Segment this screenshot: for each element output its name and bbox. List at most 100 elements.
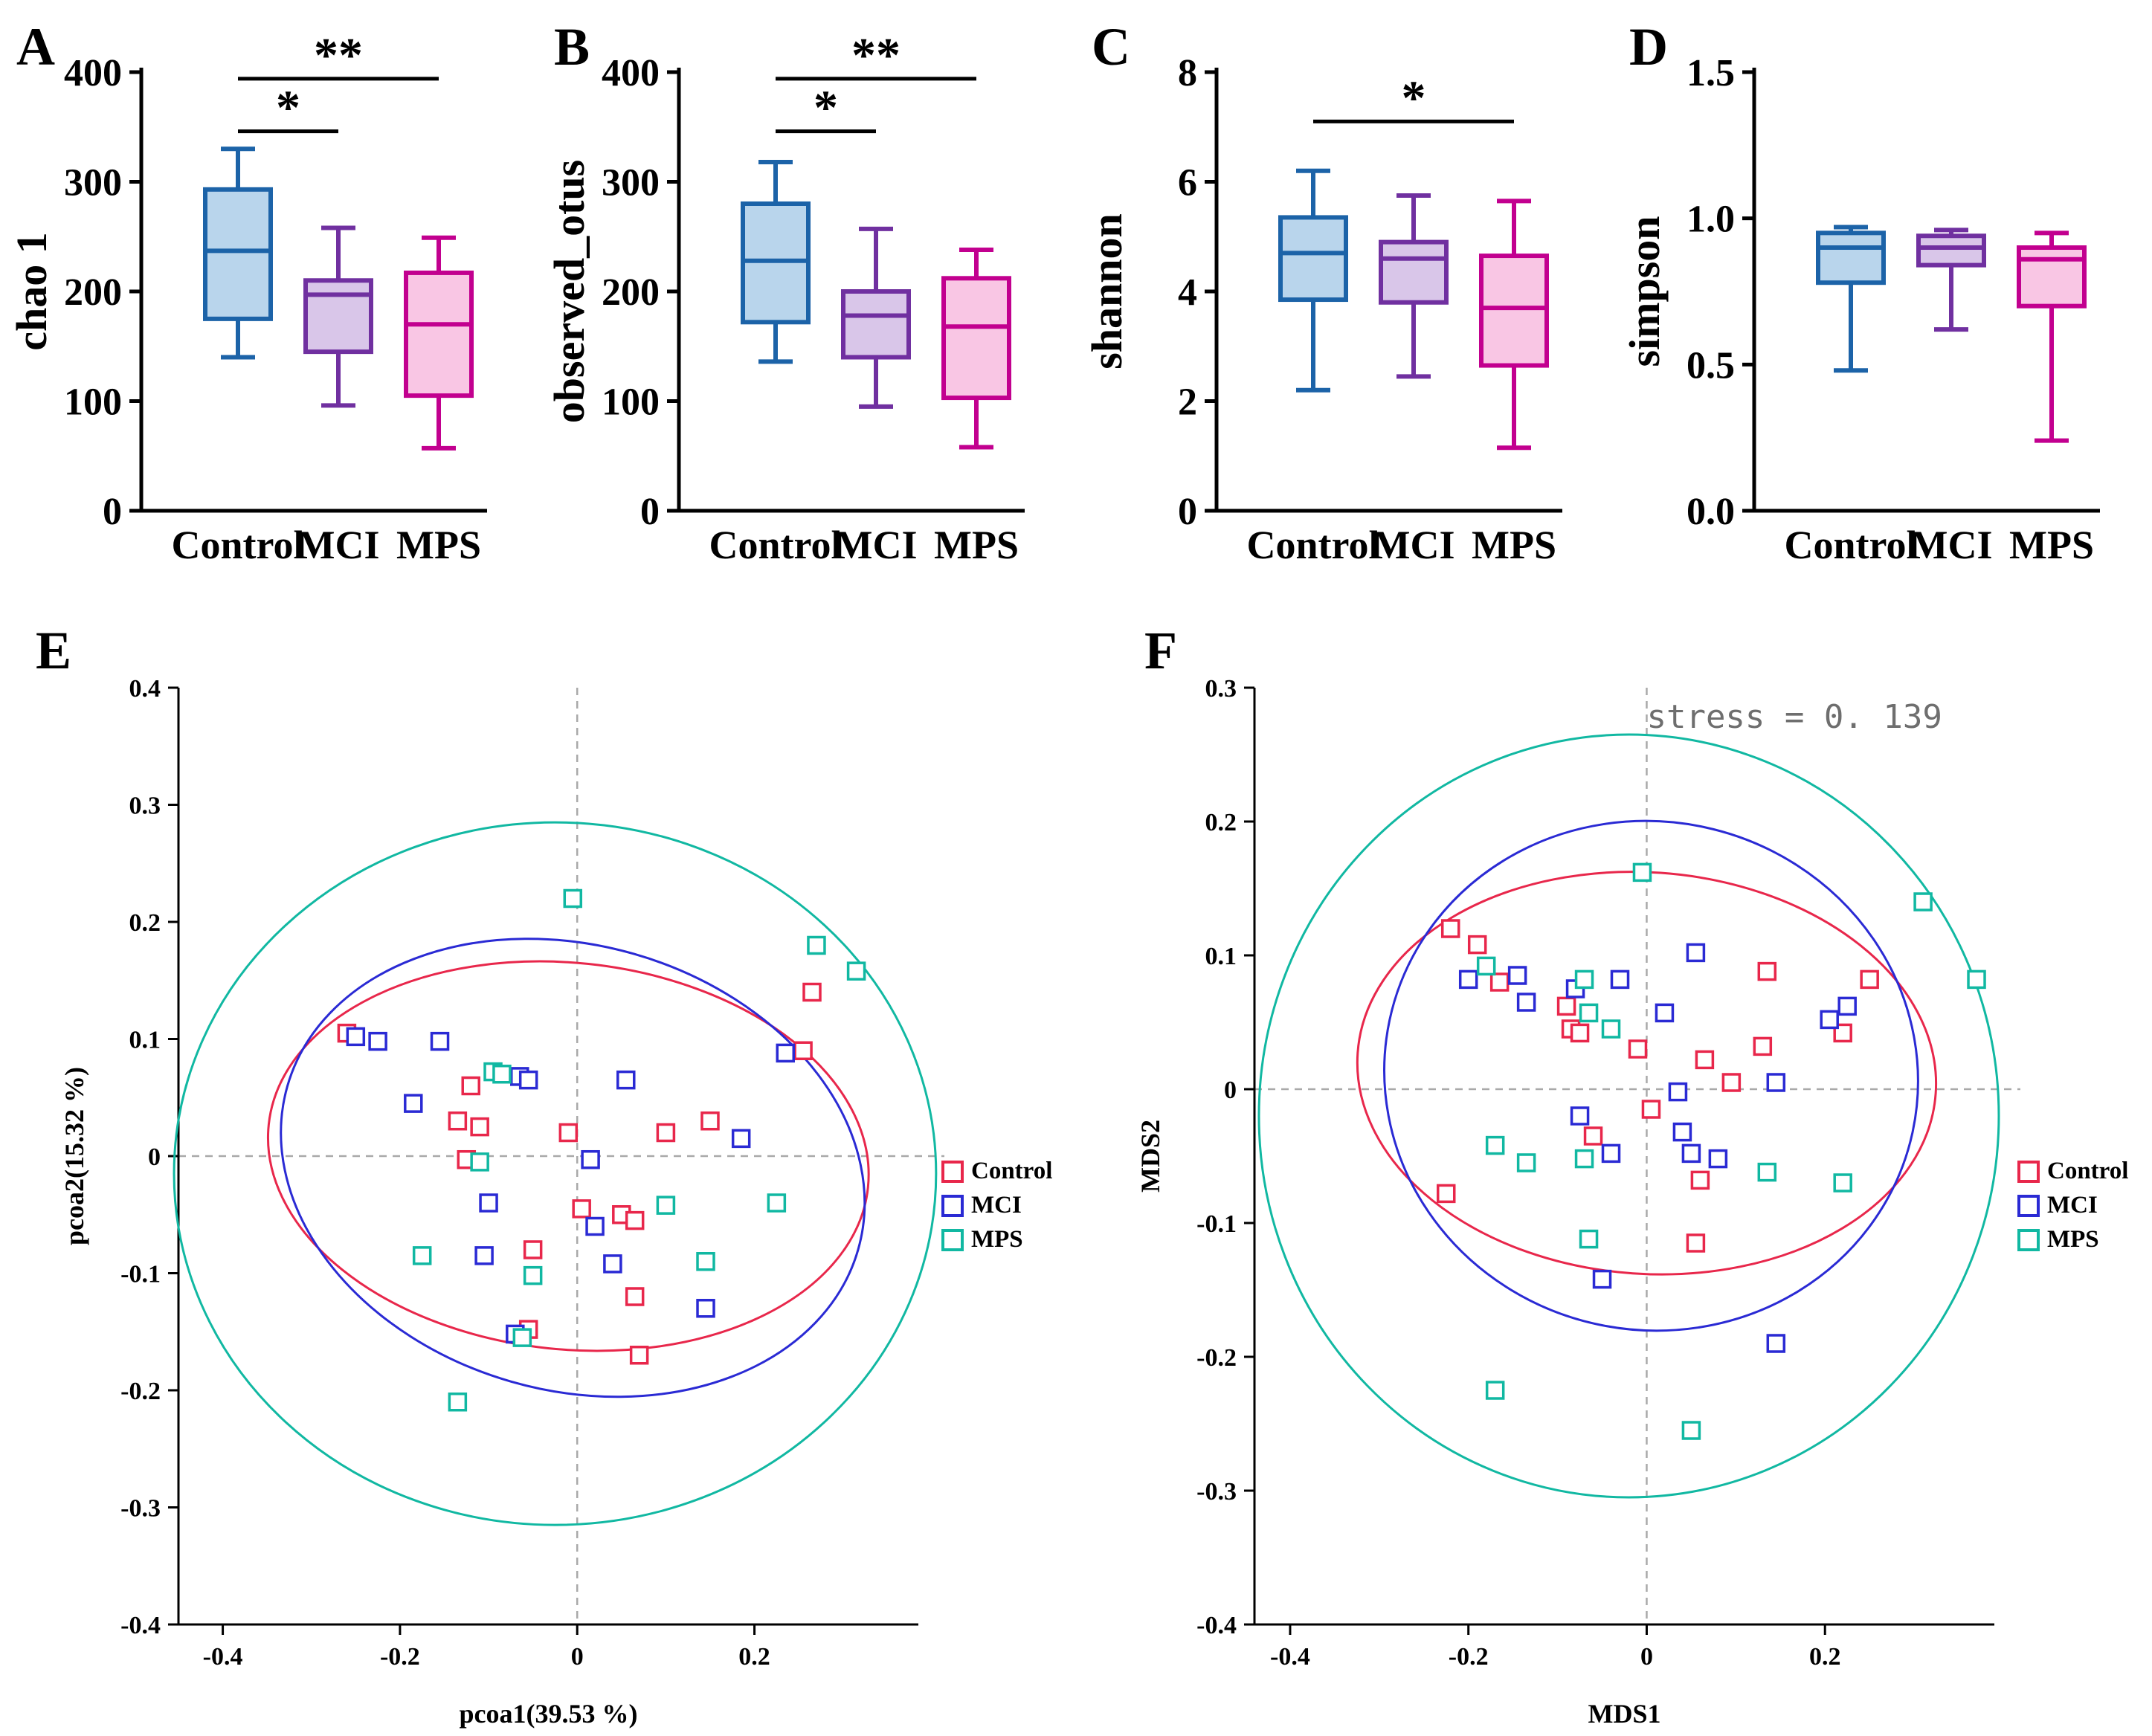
ellipse-MPS: [173, 821, 938, 1526]
category-label: MCI: [297, 523, 380, 567]
scatter-point: [846, 961, 866, 981]
x-tick-label: -0.4: [1270, 1643, 1310, 1671]
y-tick-label: 0: [148, 1143, 161, 1171]
y-tick-label: 0.0: [1687, 491, 1735, 533]
scatter-point: [479, 1193, 498, 1213]
scatter-point: [412, 1246, 432, 1265]
y-tick-label: 0.1: [1205, 943, 1237, 970]
y-tick-label: 0.4: [129, 675, 161, 703]
y-axis-title: pcoa2(15.32 %): [59, 1067, 89, 1245]
y-tick-label: 1.5: [1687, 52, 1735, 94]
scatter-point: [368, 1031, 387, 1051]
y-axis-title: simpson: [1620, 216, 1669, 367]
y-tick-label: 0: [1178, 491, 1197, 533]
scatter-point: [1485, 1135, 1505, 1155]
scatter-point: [700, 1111, 720, 1131]
scatter-point: [1601, 1019, 1621, 1039]
scatter-point: [470, 1117, 489, 1137]
series-Control: [1436, 919, 1879, 1253]
scatter-point: [1583, 1126, 1603, 1146]
scatter-point: [563, 888, 583, 909]
scatter-point: [1440, 919, 1460, 938]
ordination-row: E -0.4 -0.2 0 0.2 0.4 0.3 0.2 0.1 0 -0.1 -0.2 -0.3-…: [0, 617, 2152, 1736]
category-label: Control: [171, 523, 304, 567]
legend: Control MCI MPS: [2017, 1158, 2128, 1253]
significance-label: **: [851, 28, 901, 83]
legend-swatch-MPS: [941, 1229, 964, 1251]
y-tick-label: 0: [640, 491, 660, 533]
panel-observed-otus: B 0 100 200 300 400 Control MCI MPS * ** observed_…: [538, 6, 1075, 617]
panel-simpson: D 0.0 0.5 1.0 1.5 Control MCI MPS simpson: [1613, 6, 2151, 617]
series-Control: [337, 982, 822, 1365]
box-Control: [1816, 225, 1886, 373]
scatter-point: [1592, 1269, 1612, 1289]
category-label: MCI: [835, 523, 918, 567]
scatter-point: [430, 1031, 450, 1051]
y-tick-label: 4: [1178, 271, 1197, 314]
scatter-point: [767, 1193, 787, 1213]
category-label: Control: [1246, 523, 1379, 567]
scatter-point: [1757, 1162, 1777, 1182]
category-label: MCI: [1373, 523, 1455, 567]
scatter-point: [776, 1043, 796, 1063]
y-axis-title: chao 1: [7, 232, 56, 351]
y-tick-label: -0.3: [120, 1495, 161, 1523]
legend: Control MCI MPS: [941, 1158, 1052, 1253]
ellipse-MCI: [1383, 819, 1919, 1332]
significance-label: *: [1402, 71, 1426, 125]
y-tick-label: 6: [1178, 162, 1197, 204]
legend-swatch-MCI: [2017, 1195, 2040, 1217]
scatter-point: [1766, 1334, 1786, 1353]
legend-label-MPS: MPS: [971, 1226, 1023, 1253]
series-MPS: [1476, 862, 1986, 1440]
ellipse-Control: [266, 960, 870, 1352]
panel-letter-d: D: [1629, 17, 1668, 77]
x-tick-label: -0.2: [380, 1643, 420, 1671]
scatter-point: [656, 1123, 676, 1143]
scatter-point: [1757, 961, 1777, 981]
category-label: MPS: [2009, 523, 2094, 567]
y-tick-label: 0.2: [1205, 809, 1237, 836]
box-Control: [741, 159, 811, 364]
y-tick-label: 0.5: [1687, 344, 1735, 387]
x-tick-label: 0: [571, 1643, 584, 1671]
scatter-point: [1681, 1143, 1701, 1164]
legend-label-Control: Control: [2047, 1158, 2128, 1184]
scatter-point: [696, 1299, 715, 1318]
y-tick-label: 0: [1224, 1077, 1237, 1104]
scatter-point: [523, 1265, 543, 1285]
scatter-point: [1833, 1173, 1852, 1193]
scatter-point: [523, 1240, 543, 1259]
significance-label: *: [814, 81, 838, 135]
scatter-point: [346, 1027, 366, 1047]
x-tick-label: 0: [1640, 1643, 1653, 1671]
scatter-point: [625, 1210, 645, 1230]
y-tick-label: -0.1: [120, 1261, 161, 1288]
scatter-point: [1601, 1143, 1621, 1164]
scatter-point: [1681, 1421, 1701, 1440]
category-label: MCI: [1910, 523, 1993, 567]
box-MPS: [2017, 230, 2087, 443]
x-axis-title: pcoa1(39.53 %): [460, 1699, 638, 1729]
ellipse-MCI: [280, 938, 866, 1398]
scatter-point: [1485, 1381, 1505, 1400]
panel-nmds: F -0.4 -0.2 0 0.2 0.3 0.2 0.1 0 -0.1 -0.2 -0.3 -0.4…: [1076, 617, 2152, 1736]
scatter-point: [1628, 1039, 1648, 1059]
legend-label-MPS: MPS: [2047, 1226, 2099, 1253]
panel-letter-f: F: [1144, 621, 1177, 680]
y-tick-label: 100: [64, 381, 122, 424]
legend-swatch-Control: [2017, 1161, 2040, 1183]
scatter-point: [1837, 996, 1857, 1016]
scatter-point: [1579, 1003, 1599, 1023]
legend-swatch-MPS: [2017, 1229, 2040, 1251]
scatter-point: [802, 982, 822, 1002]
x-tick-label: 0.2: [1809, 1643, 1841, 1671]
y-tick-label: 1.0: [1687, 199, 1735, 241]
significance-label: *: [276, 81, 300, 135]
y-tick-label: 0.3: [129, 793, 161, 820]
scatter-F: -0.4 -0.2 0 0.2 0.3 0.2 0.1 0 -0.1 -0.2 -0.3 -0.4 MD…: [1135, 675, 2128, 1729]
